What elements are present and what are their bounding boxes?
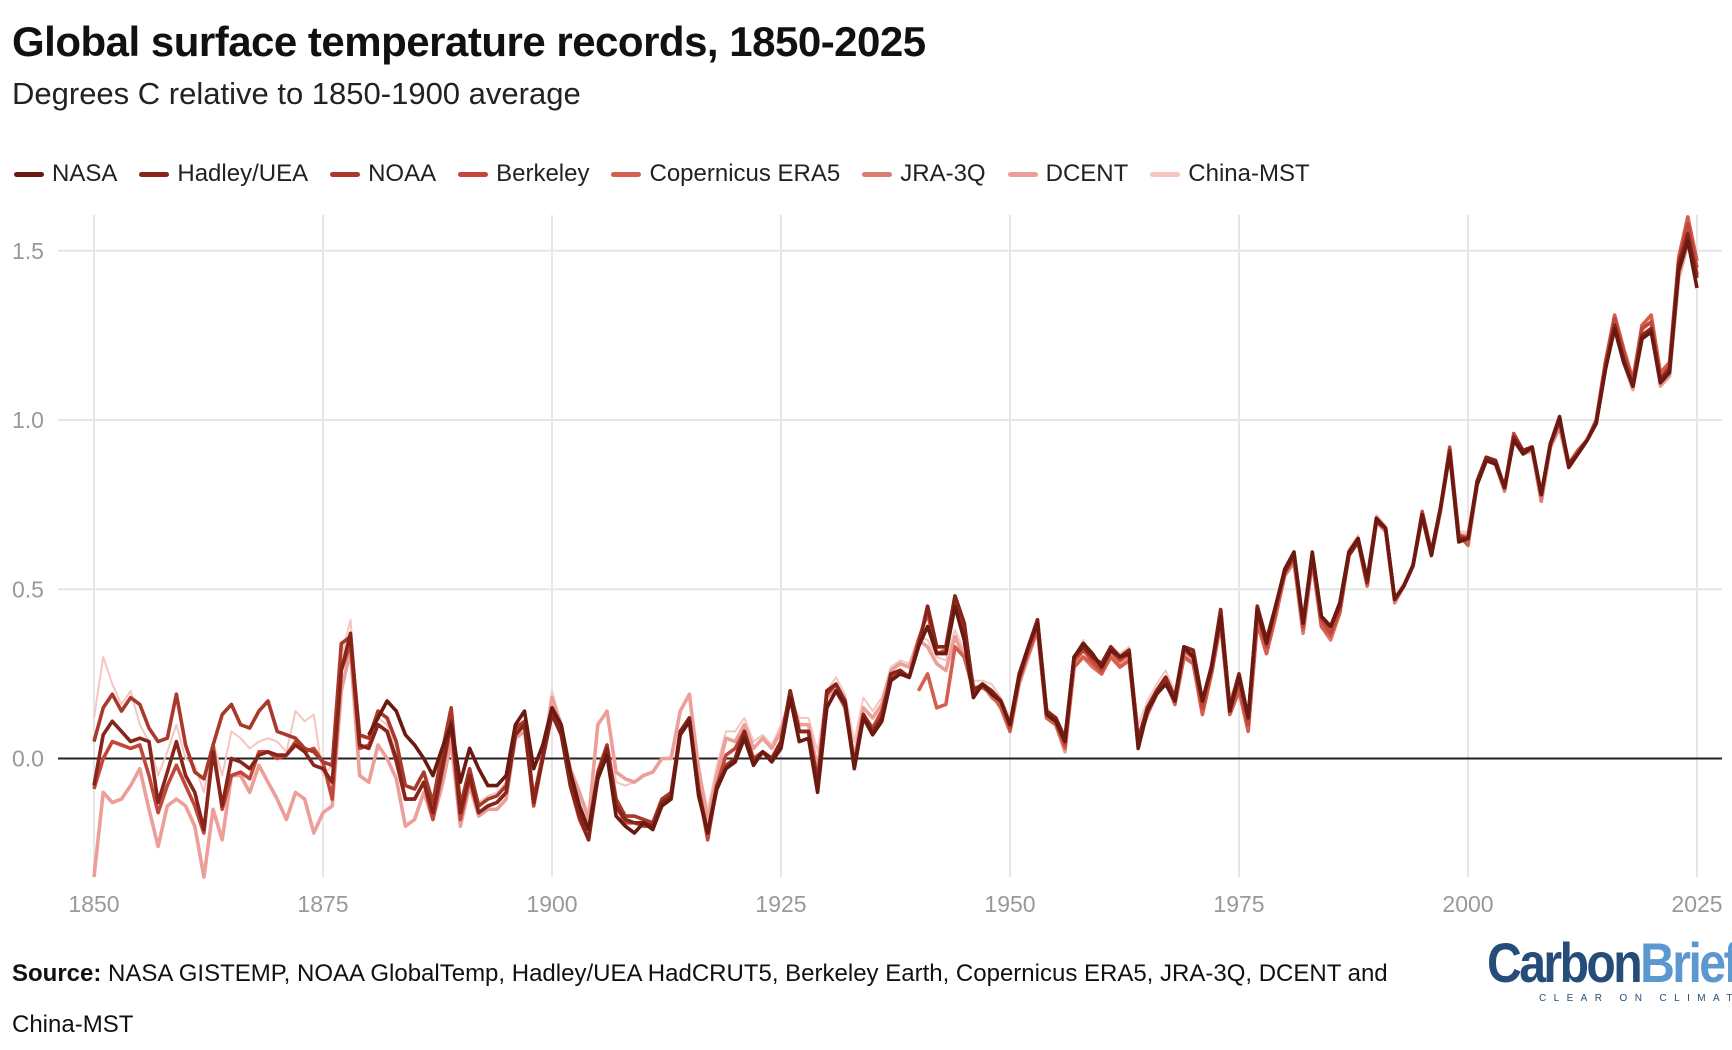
legend: NASA Hadley/UEA NOAA Berkeley Copernicus ERA… (14, 160, 1310, 188)
legend-item-hadley-uea: Hadley/UEA (139, 160, 308, 188)
series-line-copernicus-era5 (916, 215, 1699, 751)
y-tick-label: 0.0 (12, 746, 44, 772)
source-text: NASA GISTEMP, NOAA GlobalTemp, Hadley/UE… (12, 960, 1388, 1038)
legend-swatch (458, 171, 489, 177)
y-tick-label: 1.5 (12, 238, 44, 264)
series-lines (92, 215, 1699, 879)
legend-item-copernicus-era5: Copernicus ERA5 (611, 160, 840, 188)
legend-label: Copernicus ERA5 (649, 160, 841, 187)
legend-label: Hadley/UEA (177, 160, 309, 187)
chart-title: Global surface temperature records, 1850… (12, 18, 926, 65)
x-tick-label: 2000 (1442, 891, 1493, 917)
source-label: Source: (12, 960, 102, 987)
legend-item-china-mst: China-MST (1150, 160, 1310, 188)
gridlines (58, 215, 1722, 877)
x-tick-label: 1850 (68, 891, 119, 917)
series-line-nasa (367, 238, 1699, 835)
legend-item-dcent: DCENT (1007, 160, 1129, 188)
carbonbrief-logo: CarbonBrief CLEAR ON CLIMATE (1487, 935, 1732, 1005)
legend-item-jra-3q: JRA-3Q (862, 160, 986, 188)
legend-swatch (330, 171, 361, 177)
legend-item-nasa: NASA (14, 160, 117, 188)
x-axis-ticks: 1850 1875 1900 1925 1950 1975 2000 2025 (68, 891, 1722, 917)
legend-swatch (14, 171, 44, 177)
logo-brief: Brief (1640, 931, 1732, 994)
y-tick-label: 0.5 (12, 576, 44, 602)
source-note: Source: NASA GISTEMP, NOAA GlobalTemp, H… (12, 948, 1452, 1050)
x-tick-label: 2025 (1671, 891, 1722, 917)
legend-label: NOAA (368, 160, 437, 187)
x-tick-label: 1875 (297, 891, 348, 917)
legend-label: JRA-3Q (900, 160, 986, 187)
legend-swatch (1007, 171, 1038, 177)
series-line-jra-3q (981, 225, 1699, 747)
series-line-china-mst (93, 236, 1689, 814)
legend-label: DCENT (1045, 160, 1129, 187)
logo-carbon: Carbon (1487, 931, 1643, 994)
x-tick-label: 1925 (755, 891, 806, 917)
legend-swatch (1150, 171, 1181, 177)
chart-subtitle: Degrees C relative to 1850-1900 average (12, 76, 581, 111)
x-tick-label: 1950 (984, 891, 1035, 917)
legend-swatch (139, 171, 170, 177)
y-axis-ticks: 0.0 0.5 1.0 1.5 (12, 238, 44, 772)
legend-label: China-MST (1188, 160, 1310, 187)
line-chart: 0.0 0.5 1.0 1.5 1850 1875 1900 1925 1950 1975 200… (12, 215, 1723, 917)
x-tick-label: 1900 (526, 891, 577, 917)
logo-tagline: CLEAR ON CLIMATE (1539, 993, 1732, 1004)
legend-item-berkeley: Berkeley (458, 160, 589, 188)
legend-item-noaa: NOAA (330, 160, 436, 188)
legend-label: NASA (52, 160, 118, 187)
legend-label: Berkeley (496, 160, 590, 187)
legend-swatch (862, 171, 893, 177)
y-tick-label: 1.0 (12, 407, 44, 433)
legend-swatch (611, 171, 642, 177)
x-tick-label: 1975 (1213, 891, 1264, 917)
